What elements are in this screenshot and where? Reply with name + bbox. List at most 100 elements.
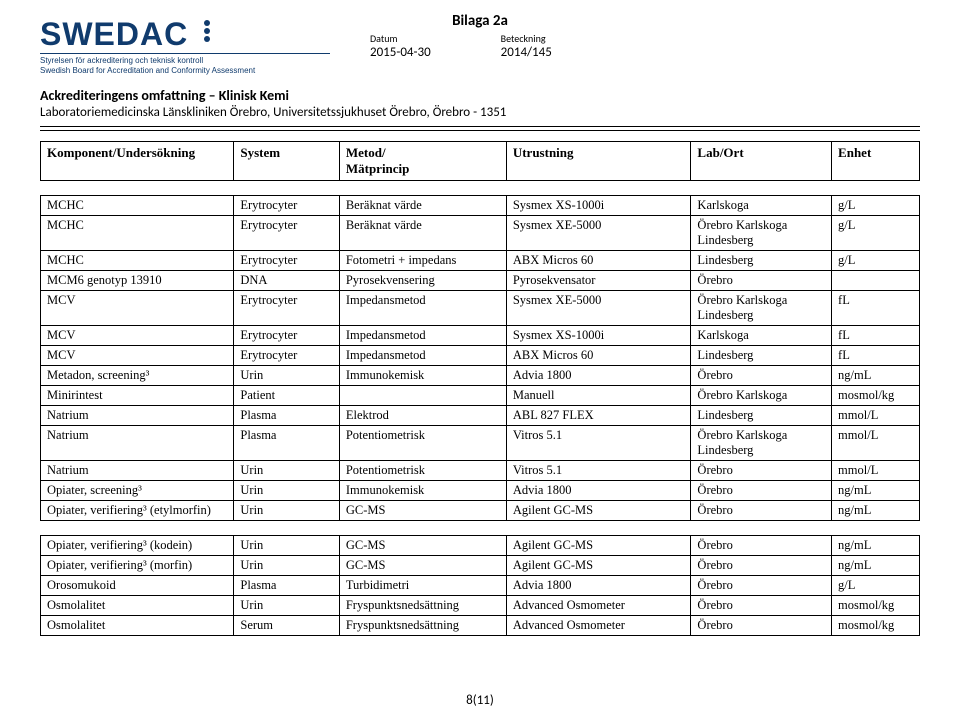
table-cell: Natrium xyxy=(41,406,234,426)
table-row: Opiater, verifiering³ (morfin)UrinGC-MSA… xyxy=(41,556,920,576)
table-cell: g/L xyxy=(832,576,920,596)
table-cell: MCM6 genotyp 13910 xyxy=(41,271,234,291)
table-cell: Urin xyxy=(234,596,339,616)
table-cell: Örebro xyxy=(691,461,832,481)
logo-word: SWEDAC xyxy=(40,18,330,50)
col-system: System xyxy=(234,142,339,181)
table-cell: ng/mL xyxy=(832,481,920,501)
table-cell: Agilent GC-MS xyxy=(506,556,691,576)
table-cell: Erytrocyter xyxy=(234,291,339,326)
table-row: MCVErytrocyterImpedansmetodABX Micros 60… xyxy=(41,346,920,366)
table-cell: Turbidimetri xyxy=(339,576,506,596)
table-cell: mosmol/kg xyxy=(832,386,920,406)
table-cell: ng/mL xyxy=(832,556,920,576)
beteckning-label: Beteckning xyxy=(501,32,552,45)
table-cell: Örebro xyxy=(691,501,832,521)
table-row: NatriumUrinPotentiometriskVitros 5.1Öreb… xyxy=(41,461,920,481)
table-row: OrosomukoidPlasmaTurbidimetriAdvia 1800Ö… xyxy=(41,576,920,596)
table-cell: Örebro xyxy=(691,481,832,501)
table-cell: Minirintest xyxy=(41,386,234,406)
table-cell: Karlskoga xyxy=(691,326,832,346)
data-table-1: MCHCErytrocyterBeräknat värdeSysmex XS-1… xyxy=(40,195,920,521)
table-cell: Opiater, verifiering³ (etylmorfin) xyxy=(41,501,234,521)
table-cell: g/L xyxy=(832,196,920,216)
table-cell: ng/mL xyxy=(832,536,920,556)
col-utrustning: Utrustning xyxy=(506,142,691,181)
datum-value: 2015-04-30 xyxy=(370,45,431,60)
page-subtitle: Laboratoriemedicinska Länskliniken Örebr… xyxy=(40,105,920,120)
table-cell: Vitros 5.1 xyxy=(506,461,691,481)
column-headers-table: Komponent/Undersökning System Metod/ Mät… xyxy=(40,141,920,181)
table-cell: mosmol/kg xyxy=(832,596,920,616)
table-cell: MCHC xyxy=(41,251,234,271)
table-cell: ABL 827 FLEX xyxy=(506,406,691,426)
table-cell: fL xyxy=(832,326,920,346)
table-cell: Sysmex XS-1000i xyxy=(506,196,691,216)
table-cell: Pyrosekvensator xyxy=(506,271,691,291)
table-cell: Örebro xyxy=(691,366,832,386)
table-cell: Lindesberg xyxy=(691,251,832,271)
table-cell xyxy=(339,386,506,406)
table-cell: MCHC xyxy=(41,216,234,251)
col-labort: Lab/Ort xyxy=(691,142,832,181)
table-cell: ABX Micros 60 xyxy=(506,346,691,366)
logo-text: SWEDAC xyxy=(40,16,188,52)
col-metod: Metod/ Mätprincip xyxy=(339,142,506,181)
divider xyxy=(40,126,920,127)
table-cell: Lindesberg xyxy=(691,346,832,366)
col-metod-line2: Mätprincip xyxy=(346,161,500,177)
col-metod-line1: Metod/ xyxy=(346,145,500,161)
table-cell: Urin xyxy=(234,366,339,386)
datum-label: Datum xyxy=(370,32,431,45)
table-row: MCHCErytrocyterBeräknat värdeSysmex XS-1… xyxy=(41,196,920,216)
table-cell: fL xyxy=(832,291,920,326)
table-cell: Advanced Osmometer xyxy=(506,596,691,616)
table-cell: Beräknat värde xyxy=(339,216,506,251)
table-cell: ABX Micros 60 xyxy=(506,251,691,271)
table-cell: Impedansmetod xyxy=(339,326,506,346)
table-cell: fL xyxy=(832,346,920,366)
table-cell: Urin xyxy=(234,536,339,556)
table-cell: mmol/L xyxy=(832,426,920,461)
table-cell: Orosomukoid xyxy=(41,576,234,596)
table-cell: Agilent GC-MS xyxy=(506,501,691,521)
table-cell: Örebro Karlskoga Lindesberg xyxy=(691,426,832,461)
table-cell: Erytrocyter xyxy=(234,251,339,271)
logo-sub-line1: Styrelsen för ackreditering och teknisk … xyxy=(40,56,330,66)
table-header-row: Komponent/Undersökning System Metod/ Mät… xyxy=(41,142,920,181)
table-row: MinirintestPatientManuellÖrebro Karlskog… xyxy=(41,386,920,406)
col-komponent: Komponent/Undersökning xyxy=(41,142,234,181)
table-row: Metadon, screening³UrinImmunokemiskAdvia… xyxy=(41,366,920,386)
table-cell: Natrium xyxy=(41,461,234,481)
table-cell: Örebro Karlskoga Lindesberg xyxy=(691,291,832,326)
table-cell: GC-MS xyxy=(339,556,506,576)
logo-dots-icon xyxy=(204,20,210,44)
table-cell: Erytrocyter xyxy=(234,196,339,216)
table-row: NatriumPlasmaElektrodABL 827 FLEXLindesb… xyxy=(41,406,920,426)
page-title: Ackrediteringens omfattning – Klinisk Ke… xyxy=(40,87,920,104)
table-cell: Vitros 5.1 xyxy=(506,426,691,461)
table-cell: Metadon, screening³ xyxy=(41,366,234,386)
table-cell: Örebro xyxy=(691,536,832,556)
table-cell: Fryspunktsnedsättning xyxy=(339,616,506,636)
table-cell: Osmolalitet xyxy=(41,616,234,636)
table-cell: Immunokemisk xyxy=(339,366,506,386)
table-cell: Advanced Osmometer xyxy=(506,616,691,636)
table-cell xyxy=(832,271,920,291)
table-cell: Örebro xyxy=(691,556,832,576)
table-cell: Urin xyxy=(234,501,339,521)
table-cell: Natrium xyxy=(41,426,234,461)
table-cell: Plasma xyxy=(234,426,339,461)
table-cell: mmol/L xyxy=(832,406,920,426)
table-cell: Örebro xyxy=(691,576,832,596)
table-cell: Örebro xyxy=(691,596,832,616)
table-cell: GC-MS xyxy=(339,501,506,521)
table-row: MCVErytrocyterImpedansmetodSysmex XS-100… xyxy=(41,326,920,346)
table-row: OsmolalitetUrinFryspunktsnedsättningAdva… xyxy=(41,596,920,616)
table-cell: Erytrocyter xyxy=(234,216,339,251)
table-cell: Fotometri + impedans xyxy=(339,251,506,271)
table-cell: Erytrocyter xyxy=(234,346,339,366)
table-cell: Patient xyxy=(234,386,339,406)
table-cell: Opiater, verifiering³ (kodein) xyxy=(41,536,234,556)
table-cell: Örebro xyxy=(691,616,832,636)
